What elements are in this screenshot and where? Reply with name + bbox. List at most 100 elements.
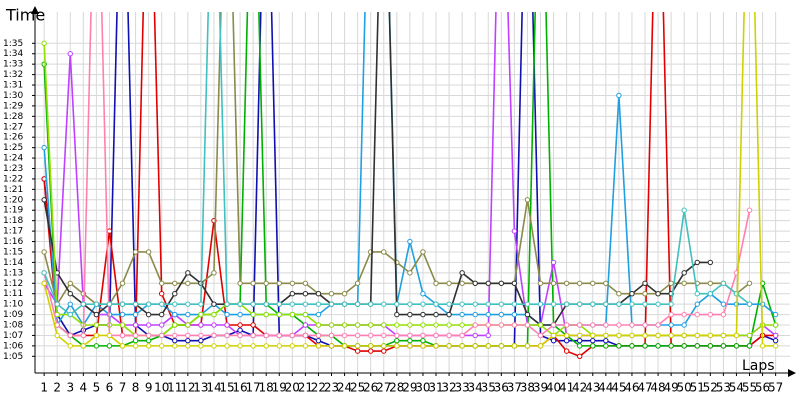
x-tick-label: 46 (624, 381, 639, 395)
data-point (746, 301, 753, 307)
x-tick-label: 48 (650, 381, 665, 395)
x-axis-arrow (788, 369, 796, 377)
data-point (159, 343, 165, 349)
data-point (250, 332, 256, 339)
data-point (629, 343, 635, 349)
data-point (224, 301, 230, 307)
data-point (420, 311, 426, 318)
x-tick-label: 43 (585, 381, 600, 395)
y-tick-label: 1:27 (3, 122, 23, 132)
data-point (381, 343, 387, 349)
data-point (642, 280, 648, 286)
data-point (681, 311, 687, 318)
data-point (302, 332, 309, 339)
data-point (485, 332, 491, 339)
y-tick-label: 1:25 (3, 143, 23, 153)
y-tick-label: 1:18 (3, 216, 23, 226)
data-point (341, 332, 348, 339)
data-point (746, 343, 753, 349)
data-point (511, 343, 518, 349)
x-tick-label: 9 (145, 381, 153, 395)
data-point (354, 332, 361, 339)
data-point (341, 322, 348, 328)
data-point (590, 343, 596, 349)
data-point (563, 322, 570, 328)
data-point (563, 348, 570, 354)
data-point (603, 332, 609, 339)
data-point (707, 311, 714, 318)
data-point (524, 311, 531, 318)
x-tick-label: 50 (677, 381, 692, 395)
y-tick-label: 1:09 (3, 310, 23, 320)
data-point (616, 343, 622, 349)
data-point (603, 301, 609, 307)
x-tick-label: 12 (180, 381, 195, 395)
data-point (132, 311, 139, 318)
x-tick-label: 19 (272, 381, 287, 395)
data-point (381, 332, 387, 339)
data-point (41, 144, 47, 151)
data-point (41, 40, 47, 47)
data-point (537, 322, 544, 328)
data-point (381, 301, 387, 307)
x-tick-label: 22 (311, 381, 326, 395)
data-point (694, 301, 700, 307)
data-point (655, 291, 661, 297)
data-point (420, 291, 426, 297)
y-tick-label: 1:32 (3, 70, 23, 80)
data-point (590, 280, 596, 286)
x-tick-label: 28 (389, 381, 404, 395)
data-point (224, 332, 230, 339)
data-point (485, 301, 491, 307)
data-point (302, 322, 309, 328)
data-point (132, 301, 139, 307)
data-point (616, 92, 622, 99)
data-point (119, 322, 126, 328)
data-point (537, 280, 544, 286)
data-point (668, 301, 674, 307)
data-point (250, 301, 256, 307)
data-point (263, 332, 269, 339)
x-tick-label: 13 (193, 381, 208, 395)
data-point (185, 280, 191, 286)
data-point (289, 332, 296, 339)
data-point (420, 322, 426, 328)
data-point (185, 270, 191, 276)
data-point (655, 343, 661, 349)
data-point (302, 301, 309, 307)
data-point (80, 301, 87, 307)
data-point (707, 332, 714, 339)
x-tick-label: 18 (259, 381, 274, 395)
data-point (263, 280, 269, 286)
data-point (198, 322, 204, 328)
data-point (733, 332, 740, 339)
data-point (733, 343, 740, 349)
y-tick-label: 1:19 (3, 206, 23, 216)
data-point (642, 332, 648, 339)
data-point (381, 348, 387, 354)
x-tick-label: 17 (245, 381, 260, 395)
x-tick-label: 16 (232, 381, 247, 395)
data-point (289, 301, 296, 307)
data-point (289, 280, 296, 286)
data-point (498, 343, 505, 349)
data-point (537, 332, 544, 339)
data-point (550, 301, 557, 307)
y-tick-label: 1:21 (3, 185, 23, 195)
y-tick-label: 1:14 (3, 258, 23, 268)
y-tick-label: 1:12 (3, 279, 23, 289)
y-tick-label: 1:05 (3, 352, 23, 362)
y-tick-label: 1:33 (3, 60, 23, 70)
data-point (145, 322, 152, 328)
data-point (276, 301, 282, 307)
data-point (237, 311, 243, 318)
data-point (93, 322, 100, 328)
data-point (433, 322, 439, 328)
data-point (328, 322, 335, 328)
data-point (328, 343, 335, 349)
data-point (341, 291, 348, 297)
data-point (198, 337, 204, 344)
data-point (472, 322, 478, 328)
data-point (472, 301, 478, 307)
data-point (80, 332, 87, 339)
